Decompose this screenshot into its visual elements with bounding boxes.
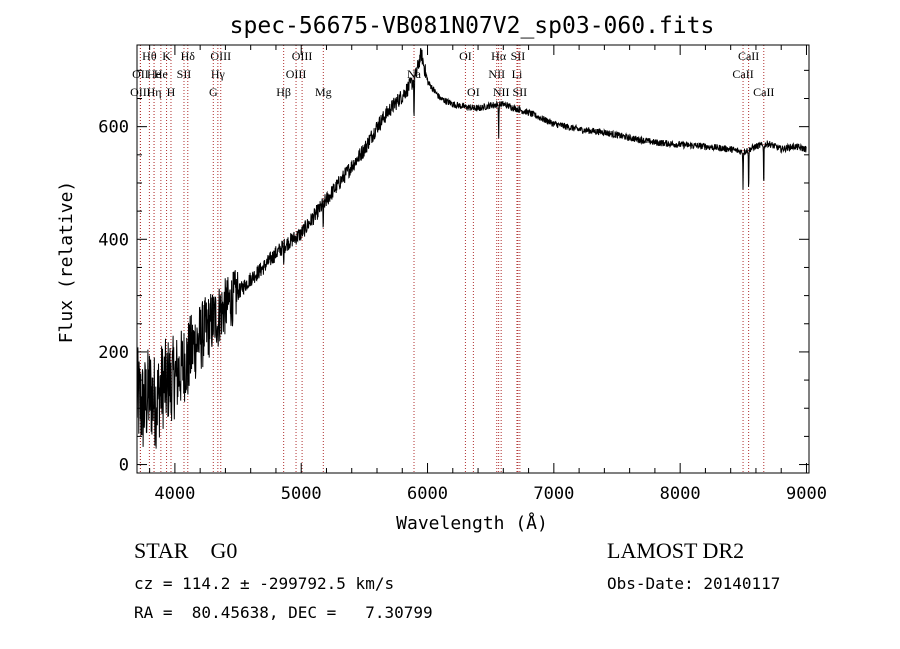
spectrum-trace [136, 47, 807, 449]
line-marker-label: NII [488, 67, 505, 81]
x-tick-label: 4000 [154, 484, 195, 504]
x-tick-label: 7000 [533, 484, 574, 504]
y-axis: 0 200 400 600 [98, 69, 809, 476]
line-marker-label: OII [132, 67, 149, 81]
x-axis: 4000 5000 6000 7000 8000 9000 [149, 45, 827, 504]
redshift-velocity: cz = 114.2 ± -299792.5 km/s [134, 574, 395, 593]
line-marker-label: OIII [292, 49, 313, 63]
spectrum-line [136, 47, 807, 449]
line-marker-label: Hγ [211, 67, 226, 81]
survey-name: LAMOST DR2 [607, 538, 745, 563]
line-marker-label: CaII [738, 49, 759, 63]
x-tick-label: 6000 [407, 484, 448, 504]
line-marker-label: NII [493, 85, 510, 99]
line-marker-label: Hβ [276, 85, 291, 99]
line-marker-label: He [154, 67, 168, 81]
line-marker-label: OIII [130, 85, 151, 99]
line-marker-label: Na [407, 67, 422, 81]
line-marker-label: Hδ [181, 49, 196, 63]
line-marker-label: SII [177, 67, 192, 81]
line-marker-label: Hα [491, 49, 507, 63]
plot-frame [136, 44, 810, 474]
line-marker-label: OIII [210, 49, 231, 63]
line-marker-label: SII [511, 49, 526, 63]
ra-dec-coordinates: RA = 80.45638, DEC = 7.30799 [134, 603, 433, 622]
line-marker-label: OI [459, 49, 472, 63]
y-tick-label: 200 [98, 343, 129, 363]
line-marker-label: CaII [753, 85, 774, 99]
chart-title: spec-56675-VB081N07V2_sp03-060.fits [230, 13, 715, 39]
y-axis-label: Flux (relative) [56, 181, 77, 344]
line-marker-label: SII [513, 85, 528, 99]
line-marker-label: K [162, 49, 171, 63]
line-marker-label: He [147, 67, 161, 81]
line-marker-label: CaII [732, 67, 753, 81]
line-marker-label: H [167, 85, 176, 99]
x-tick-label: 5000 [281, 484, 322, 504]
y-tick-label: 400 [98, 230, 129, 250]
y-tick-label: 0 [119, 456, 129, 476]
x-tick-label: 8000 [660, 484, 701, 504]
x-axis-label: Wavelength (Å) [396, 512, 548, 534]
line-marker-label: OI [467, 85, 480, 99]
line-marker-label: OIII [286, 67, 307, 81]
y-tick-label: 600 [98, 118, 129, 138]
observation-date: Obs-Date: 20140117 [607, 574, 781, 593]
object-class: STAR G0 [134, 538, 238, 563]
x-tick-label: 9000 [786, 484, 827, 504]
line-marker-label: Li [512, 67, 523, 81]
line-marker-label: G [209, 85, 218, 99]
line-marker-label: Hθ [142, 49, 157, 63]
line-marker-label: Mg [315, 85, 332, 99]
line-marker-label: Hη [147, 85, 162, 99]
